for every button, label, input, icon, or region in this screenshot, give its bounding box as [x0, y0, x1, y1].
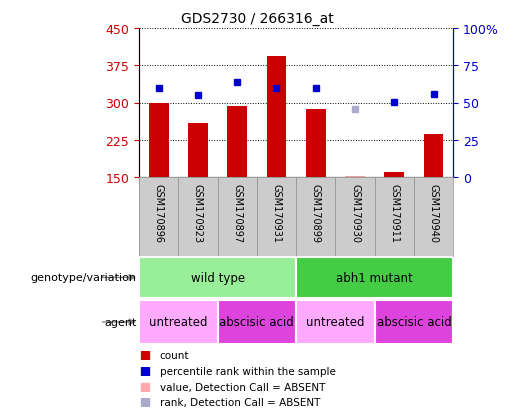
- Bar: [306, 110, 325, 178]
- Text: GSM170930: GSM170930: [350, 184, 360, 243]
- Bar: [149, 103, 168, 178]
- Text: genotype/variation: genotype/variation: [30, 273, 136, 283]
- Bar: [424, 135, 443, 178]
- Text: abh1 mutant: abh1 mutant: [336, 271, 413, 284]
- Text: abscisic acid: abscisic acid: [219, 316, 294, 329]
- Bar: [188, 124, 208, 178]
- Text: agent: agent: [104, 317, 136, 327]
- Bar: [217, 300, 296, 344]
- Text: GSM170940: GSM170940: [428, 184, 439, 243]
- Text: GSM170923: GSM170923: [193, 184, 203, 243]
- Bar: [296, 300, 375, 344]
- Text: abscisic acid: abscisic acid: [376, 316, 451, 329]
- Bar: [345, 177, 365, 178]
- Bar: [385, 173, 404, 178]
- Bar: [139, 300, 217, 344]
- Text: wild type: wild type: [191, 271, 245, 284]
- Text: rank, Detection Call = ABSENT: rank, Detection Call = ABSENT: [160, 397, 320, 407]
- Text: GSM170896: GSM170896: [153, 184, 164, 243]
- Bar: [139, 257, 296, 299]
- Text: value, Detection Call = ABSENT: value, Detection Call = ABSENT: [160, 382, 325, 392]
- Text: GSM170931: GSM170931: [271, 184, 282, 243]
- Text: count: count: [160, 350, 189, 360]
- Text: percentile rank within the sample: percentile rank within the sample: [160, 366, 336, 376]
- Text: untreated: untreated: [149, 316, 208, 329]
- Text: GSM170897: GSM170897: [232, 184, 242, 243]
- Bar: [228, 107, 247, 178]
- Text: untreated: untreated: [306, 316, 365, 329]
- Bar: [267, 57, 286, 178]
- Text: GDS2730 / 266316_at: GDS2730 / 266316_at: [181, 12, 334, 26]
- Text: GSM170899: GSM170899: [311, 184, 321, 243]
- Text: GSM170911: GSM170911: [389, 184, 399, 243]
- Bar: [296, 257, 453, 299]
- Bar: [375, 300, 453, 344]
